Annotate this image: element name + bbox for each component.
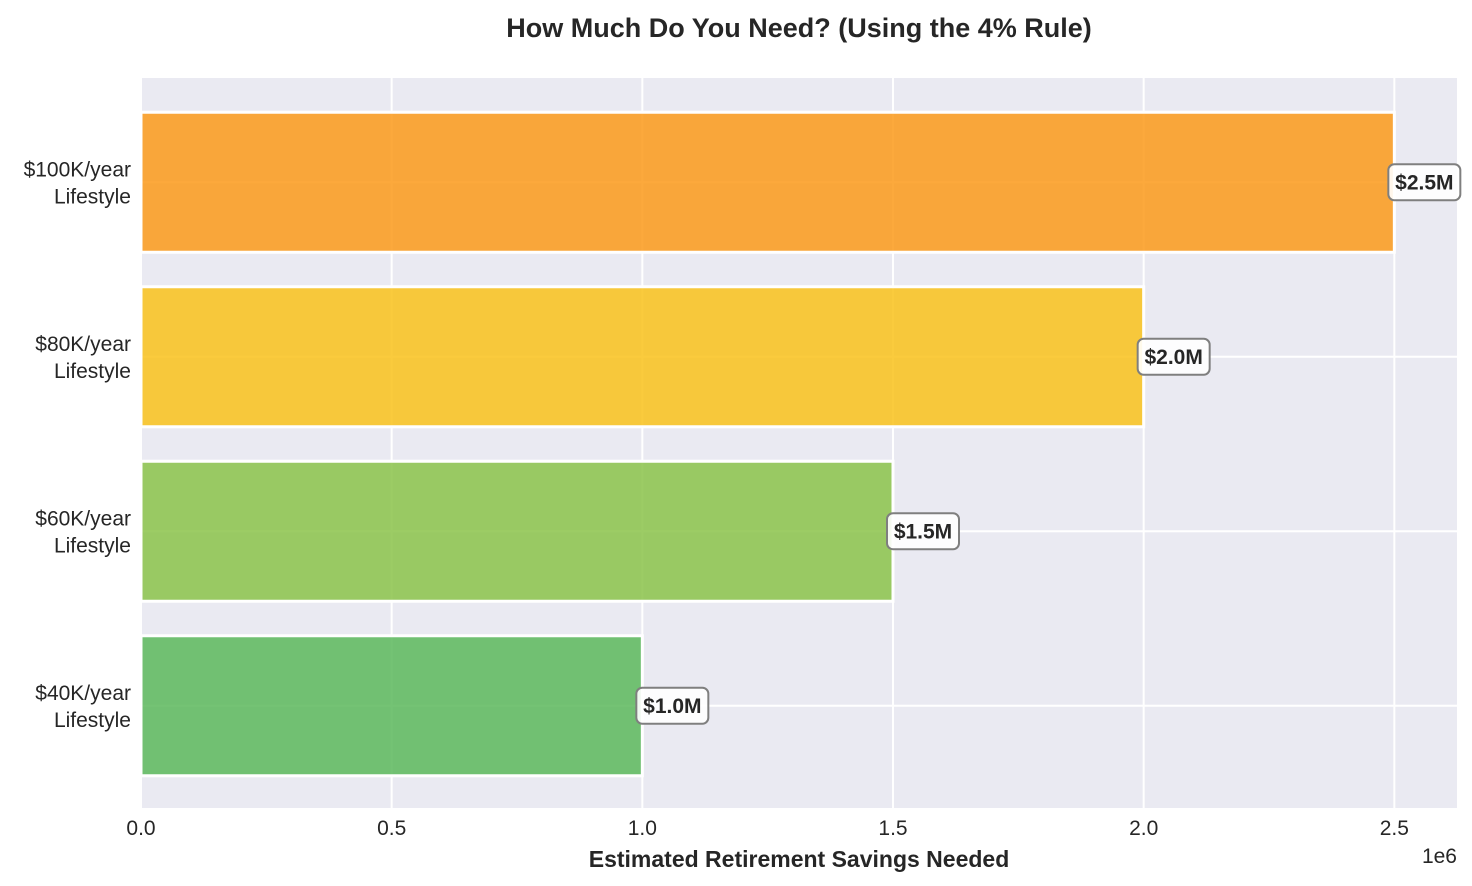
- bar: [139, 110, 1396, 254]
- x-axis-offset-label: 1e6: [1422, 845, 1457, 868]
- x-tick-label: 2.5: [1380, 817, 1409, 840]
- data-labels-layer: $1.0M $1.5M $2.0M $2.5M: [635, 163, 1462, 725]
- y-tick-label: $40K/year Lifestyle: [35, 682, 131, 732]
- x-tick-label: 2.0: [1129, 817, 1158, 840]
- x-tick-label: 1.5: [878, 817, 907, 840]
- data-label: $1.5M: [894, 520, 952, 543]
- y-tick-label: $60K/year Lifestyle: [35, 507, 131, 557]
- y-ticks-layer: $40K/year Lifestyle $60K/year Lifestyle $80K…: [24, 158, 131, 732]
- x-tick-label: 0.0: [126, 817, 155, 840]
- y-tick-label: $80K/year Lifestyle: [35, 333, 131, 383]
- data-label-box: [1387, 163, 1462, 202]
- x-ticks-layer: 0.0 0.5 1.0 1.5 2.0 2.5: [126, 817, 1409, 840]
- bar: [139, 459, 895, 603]
- bar: [139, 634, 644, 778]
- x-axis-label: Estimated Retirement Savings Needed: [589, 846, 1010, 872]
- data-label-box: [635, 686, 710, 725]
- data-label: $2.0M: [1144, 346, 1202, 369]
- bar: [139, 285, 1146, 429]
- x-tick-label: 0.5: [377, 817, 406, 840]
- data-label: $1.0M: [643, 695, 701, 718]
- x-tick-label: 1.0: [628, 817, 657, 840]
- data-label: $2.5M: [1395, 171, 1453, 194]
- chart-title: How Much Do You Need? (Using the 4% Rule…: [506, 13, 1092, 43]
- data-label-box: [886, 512, 960, 551]
- data-label-box: [1136, 337, 1211, 376]
- bars-layer: [139, 110, 1396, 778]
- y-tick-label: $100K/year Lifestyle: [24, 158, 131, 208]
